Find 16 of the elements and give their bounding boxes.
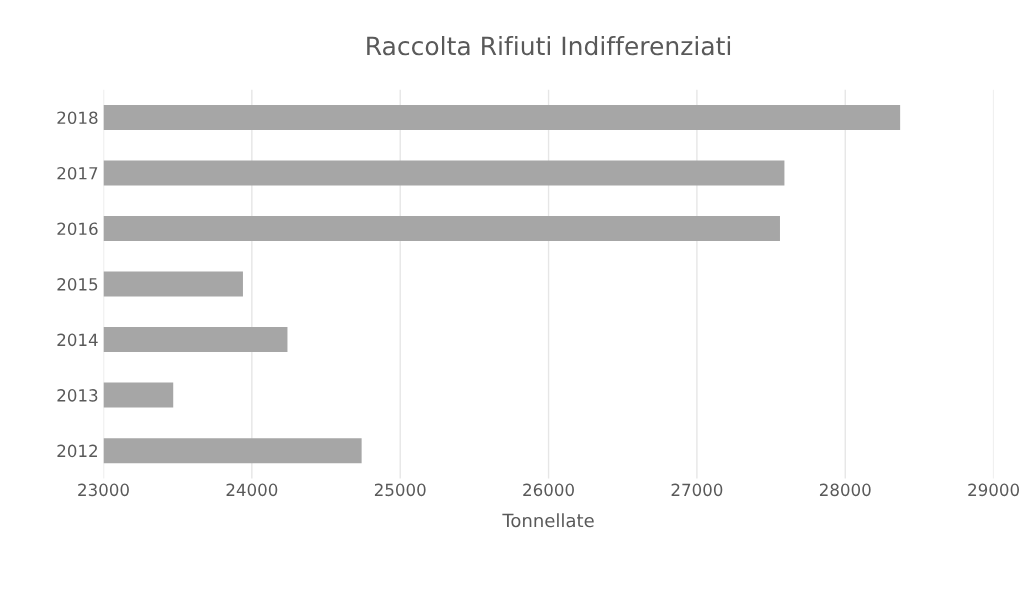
y-tick-label: 2014: [57, 333, 98, 347]
x-tick-label: 25000: [374, 483, 426, 497]
y-tick-label: 2017: [57, 166, 98, 180]
y-tick-label: 2015: [57, 278, 98, 291]
x-tick-label: 28000: [819, 483, 871, 497]
x-axis-title: Tonnellate: [502, 513, 594, 528]
x-tick-label: 23000: [78, 483, 129, 497]
x-tick-label: 27000: [671, 483, 723, 497]
y-tick-label: 2016: [57, 222, 98, 236]
x-tick-label: 26000: [523, 483, 574, 497]
y-tick-label: 2018: [57, 111, 98, 125]
x-tick-label: 29000: [968, 483, 1019, 497]
x-tick-label: 24000: [226, 483, 278, 497]
chart-title: Raccolta Rifiuti Indifferenziati: [367, 35, 731, 56]
y-tick-label: 2013: [57, 389, 98, 402]
y-tick-label: 2012: [57, 444, 97, 458]
